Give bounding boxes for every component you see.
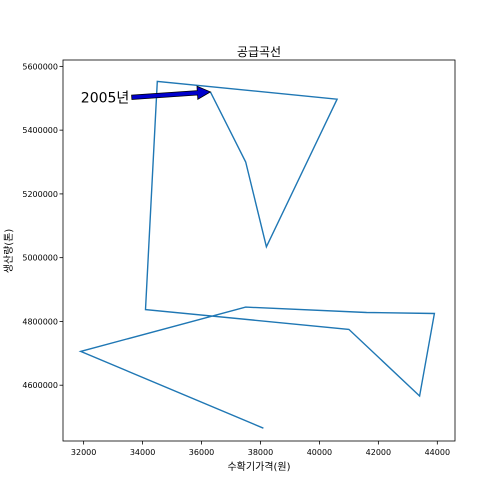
x-tick-label: 40000 [307, 448, 332, 457]
x-tick-label: 42000 [366, 448, 391, 457]
annotation-arrow [131, 85, 212, 100]
x-tick-label: 36000 [189, 448, 214, 457]
y-tick-label: 5400000 [22, 126, 58, 135]
y-tick-label: 5200000 [22, 190, 58, 199]
x-axis-label: 수확기가격(원) [227, 460, 290, 473]
annotations-layer: 2005년 [81, 85, 212, 106]
x-axis-ticks: 32000 34000 36000 38000 40000 42000 44000 [71, 441, 450, 457]
x-tick-label: 44000 [425, 448, 450, 457]
y-tick-label: 5600000 [22, 62, 58, 71]
series-line [78, 80, 436, 429]
y-tick-label: 5000000 [22, 254, 58, 263]
x-tick-label: 32000 [71, 448, 96, 457]
chart-title: 공급곡선 [237, 45, 281, 59]
plot-frame [62, 59, 456, 442]
y-tick-label: 4800000 [22, 317, 58, 326]
y-tick-label: 4600000 [22, 381, 58, 390]
x-tick-label: 38000 [248, 448, 273, 457]
y-axis-ticks: 4600000 4800000 5000000 5200000 5400000 56000… [22, 62, 63, 390]
y-axis-label: 생산량(톤) [3, 229, 15, 274]
annotation-label: 2005년 [81, 90, 130, 106]
series-layer [78, 80, 436, 429]
x-tick-label: 34000 [130, 448, 155, 457]
